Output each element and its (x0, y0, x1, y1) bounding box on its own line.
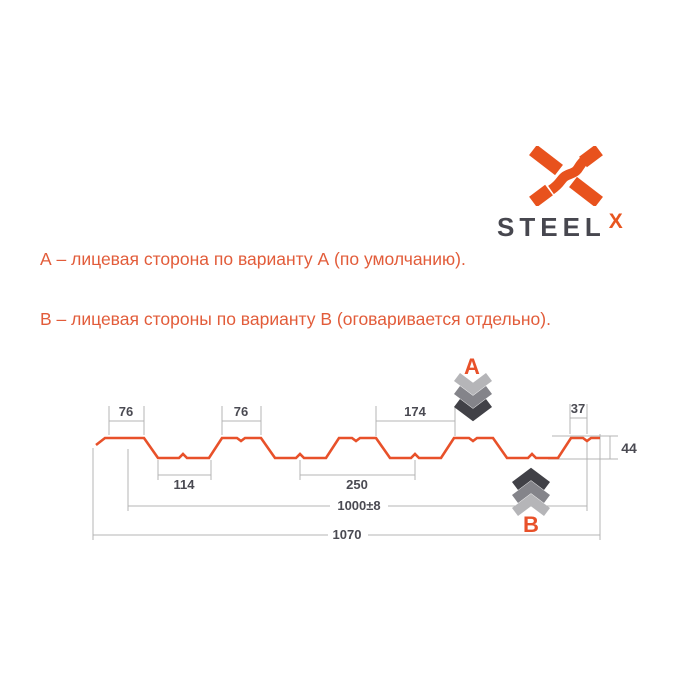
dim-label-174: 174 (404, 404, 426, 419)
dim-label-250: 250 (346, 477, 368, 492)
chevron-up-dark-icon (512, 467, 550, 490)
chevron-down-light-icon (454, 373, 492, 396)
dim-top-flat-left: 76 (108, 404, 145, 435)
marker-a-label: А (464, 354, 480, 379)
dim-label-1000: 1000±8 (337, 498, 380, 513)
chevron-up-mid-icon (512, 480, 550, 503)
note-variant-a: А – лицевая сторона по варианту А (по ум… (40, 249, 466, 269)
note-variant-b: В – лицевая стороны по варианту В (огова… (40, 309, 551, 329)
logo-brand-label: STEEL (497, 212, 606, 242)
dim-profile-height: 44 (548, 435, 637, 460)
chevron-down-dark-icon (454, 399, 492, 422)
chevron-down-mid-icon (454, 386, 492, 409)
dim-working-width: 1000±8 (127, 441, 588, 513)
dim-label-37: 37 (571, 401, 585, 416)
dim-label-1070: 1070 (333, 527, 362, 542)
marker-a: А (454, 354, 492, 422)
dim-label-114: 114 (174, 477, 196, 492)
logo-x-icon (529, 146, 603, 206)
dim-bottom-flat: 114 (157, 460, 212, 492)
dim-valley-span: 174 (375, 404, 456, 436)
marker-b: В (512, 467, 550, 537)
logo-wordmark: STEEL X (497, 210, 677, 243)
dim-top-flat-mid: 76 (221, 404, 262, 435)
logo-bar-bottom-right (569, 176, 603, 206)
profile-diagram: 76 76 174 37 114 (92, 354, 637, 542)
logo-bar-bottom-left (529, 184, 553, 206)
dim-label-76-left: 76 (119, 404, 133, 419)
dim-rib-pitch: 250 (299, 460, 416, 492)
profile-outline (95, 436, 600, 460)
chevron-up-light-icon (512, 493, 550, 516)
dim-edge-flat: 37 (569, 401, 588, 434)
logo-sup-x: X (608, 210, 623, 233)
marker-b-label: В (523, 512, 539, 537)
dim-overall-width: 1070 (92, 434, 601, 542)
dim-label-44: 44 (621, 440, 637, 456)
dim-label-76-mid: 76 (234, 404, 248, 419)
logo-s-curve (548, 155, 590, 195)
logo-bar-top-left (529, 146, 563, 176)
